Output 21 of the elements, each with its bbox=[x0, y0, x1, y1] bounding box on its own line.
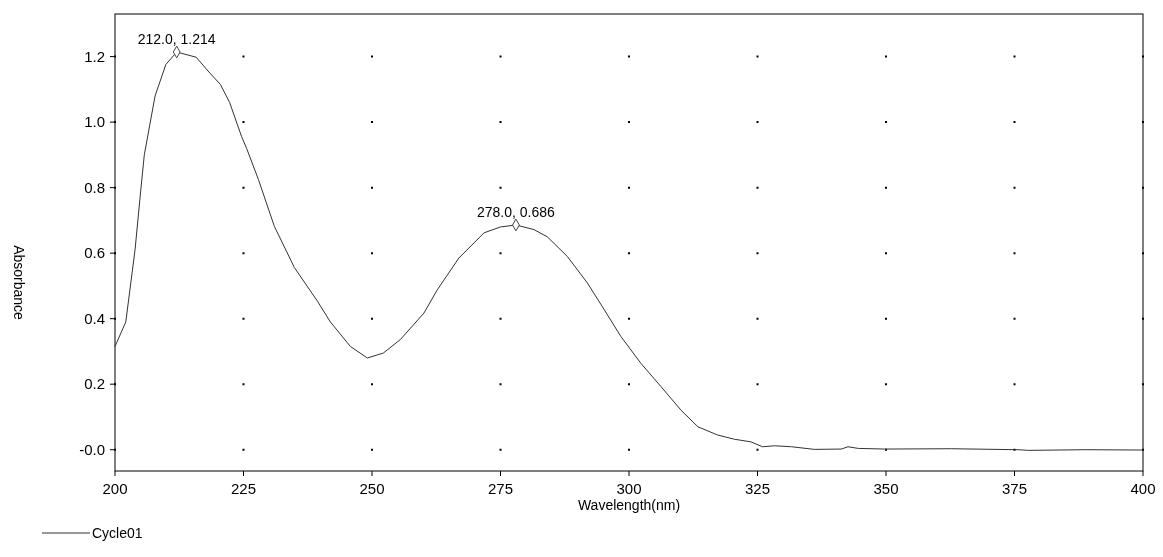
annotation: 212.0, 1.214 bbox=[137, 31, 216, 47]
y-tick-label: 1.0 bbox=[84, 113, 105, 131]
x-tick-label: 250 bbox=[359, 480, 385, 497]
y-tick-label: 0.4 bbox=[84, 309, 105, 327]
x-tick-label: 225 bbox=[230, 480, 257, 497]
x-tick-label: 350 bbox=[873, 480, 899, 497]
y-tick-label: -0.0 bbox=[79, 440, 105, 458]
legend-label: Cycle01 bbox=[92, 524, 143, 541]
y-tick-label: 0.2 bbox=[84, 375, 105, 393]
annotation: 278.0, 0.686 bbox=[476, 203, 556, 220]
x-tick-label: 300 bbox=[616, 480, 642, 497]
y-axis-title: Absorbance bbox=[11, 245, 27, 321]
y-tick-label: 0.6 bbox=[84, 244, 105, 262]
x-axis-title: Wavelength(nm) bbox=[577, 497, 681, 513]
y-tick-label: 0.8 bbox=[84, 178, 105, 196]
x-tick-label: 375 bbox=[1001, 480, 1028, 497]
x-tick-label: 325 bbox=[744, 480, 771, 497]
x-tick-label: 275 bbox=[487, 480, 514, 497]
x-tick-label: 400 bbox=[1130, 480, 1156, 497]
y-tick-label: 1.2 bbox=[84, 47, 105, 65]
x-tick-label: 200 bbox=[102, 480, 128, 497]
